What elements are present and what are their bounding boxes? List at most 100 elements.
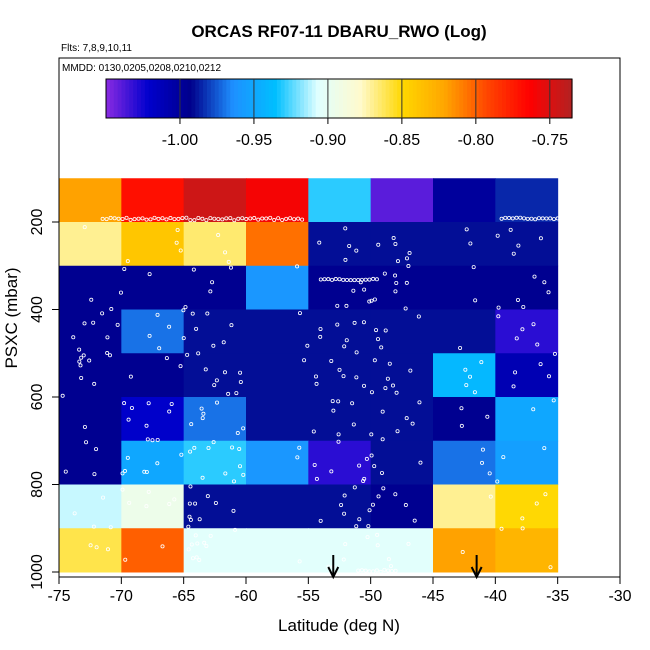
sample-point (408, 368, 413, 373)
sample-point (343, 257, 348, 262)
heatmap-cell (246, 265, 309, 310)
heatmap-cell (121, 309, 185, 354)
sample-point (107, 353, 112, 358)
sample-point (211, 343, 216, 348)
sample-point (206, 446, 211, 451)
colorbar-segment (121, 79, 127, 118)
colorbar-segment (133, 79, 138, 118)
sample-point (412, 518, 417, 523)
colorbar-segment (206, 79, 212, 118)
colorbar-segment (109, 79, 115, 118)
sample-point (122, 266, 127, 271)
sample-point (72, 511, 77, 516)
sample-point (233, 527, 238, 532)
sample-point (192, 218, 197, 223)
sample-point (518, 215, 523, 220)
heatmap-cell (121, 528, 185, 573)
sample-point (164, 217, 169, 222)
sample-point (508, 227, 513, 232)
x-tick-label: -75 (47, 588, 70, 605)
sample-point (522, 216, 527, 221)
sample-point (196, 351, 201, 356)
sample-point (150, 438, 155, 443)
x-axis: -75 -70 -65 -60 -55 -50 -45 -40 -35 -30 (47, 577, 632, 605)
colorbar-segment (315, 79, 321, 118)
sample-point (386, 568, 391, 573)
sample-point (204, 218, 209, 223)
sample-point (520, 516, 525, 521)
heatmap-cell (308, 440, 372, 485)
sample-point (210, 280, 215, 285)
colorbar-segment (350, 79, 356, 118)
sample-point (105, 335, 110, 340)
sample-point (124, 215, 129, 220)
sample-point (514, 215, 519, 220)
sample-point (77, 347, 82, 352)
heatmap-cell (495, 528, 559, 573)
sample-point (91, 320, 96, 325)
colorbar-segment (377, 79, 383, 118)
colorbar-segment (331, 79, 336, 118)
heatmap-cell (246, 528, 309, 573)
colorbar-segment (261, 79, 266, 118)
sample-point (317, 240, 322, 245)
sample-point (212, 383, 217, 388)
sample-point (336, 432, 341, 437)
sample-point (326, 277, 331, 282)
sample-point (479, 360, 484, 365)
sample-point (221, 340, 226, 345)
sample-point (344, 338, 349, 343)
colorbar-segment (564, 79, 569, 118)
sample-point (551, 217, 556, 222)
colorbar-segment (486, 79, 492, 118)
x-tick-label: -40 (484, 588, 507, 605)
heatmap-cell (183, 528, 247, 573)
sample-point (79, 375, 84, 380)
sample-point (458, 345, 463, 350)
sample-point (365, 535, 370, 540)
heatmap-cell (308, 265, 372, 310)
heatmap-cell (370, 440, 434, 485)
sample-point (302, 358, 307, 363)
sample-point (201, 411, 206, 416)
sample-point (100, 311, 105, 316)
dates-label: MMDD: 0130,0205,0208,0210,0212 (62, 63, 221, 74)
sample-point (487, 471, 492, 476)
colorbar-tick-label: -0.85 (384, 132, 421, 149)
heatmap-cell (183, 484, 247, 529)
sample-point (331, 408, 336, 413)
sample-point (351, 288, 356, 293)
sample-point (241, 426, 246, 431)
sample-point (240, 216, 245, 221)
sample-point (480, 460, 485, 465)
colorbar-segment (548, 79, 554, 118)
sample-point (144, 469, 149, 474)
sample-point (362, 383, 367, 388)
sample-point (515, 297, 520, 302)
sample-point (555, 216, 560, 221)
sample-point (187, 514, 192, 519)
sample-point (511, 384, 516, 389)
colorbar-segment (226, 79, 231, 118)
heatmap-cell (308, 353, 372, 398)
sample-point (544, 216, 549, 221)
sample-point (160, 216, 165, 221)
sample-point (468, 241, 473, 246)
sample-point (351, 422, 356, 427)
sample-point (208, 533, 213, 538)
sample-point (330, 399, 335, 404)
sample-point (120, 471, 125, 476)
colorbar-segment (284, 79, 290, 118)
sample-point (104, 217, 109, 222)
sample-point (174, 240, 179, 245)
sample-point (407, 251, 412, 256)
sample-point (128, 374, 133, 379)
sample-point (538, 236, 543, 241)
sample-point (244, 217, 249, 222)
sample-point (140, 216, 145, 221)
colorbar-segment (354, 79, 360, 118)
colorbar: -1.00 -0.95 -0.90 -0.85 -0.80 -0.75 (105, 78, 573, 149)
sample-point (314, 381, 319, 386)
sample-point (189, 422, 194, 427)
colorbar-segment (241, 79, 247, 118)
